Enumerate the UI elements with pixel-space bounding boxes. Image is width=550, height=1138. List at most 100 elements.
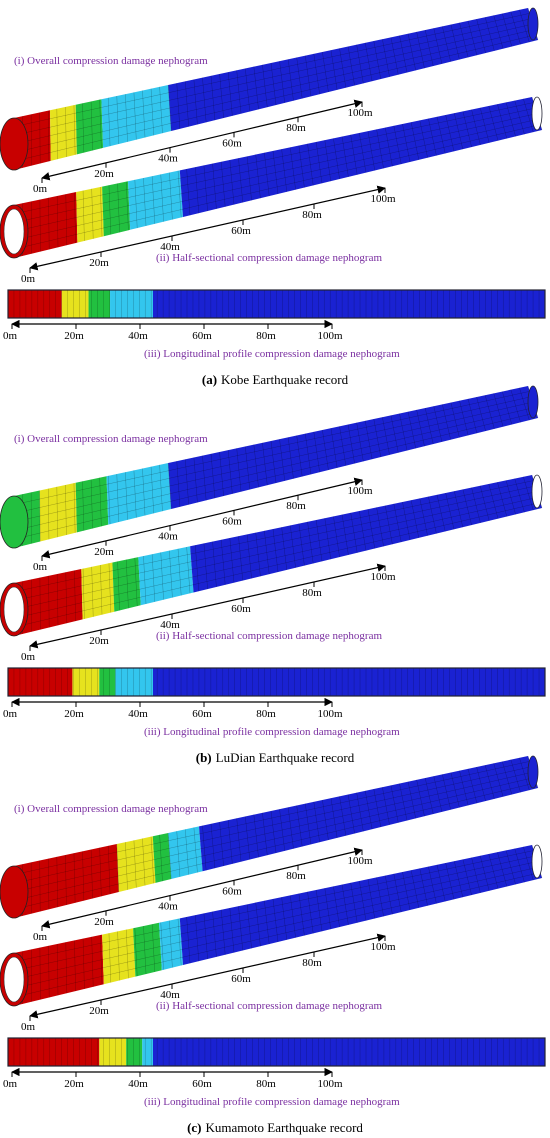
mesh-line	[376, 877, 384, 917]
mesh-line	[347, 794, 355, 834]
mesh-line	[510, 759, 521, 793]
mesh-line	[305, 433, 312, 475]
scale-label: 100m	[370, 941, 396, 953]
mesh-line	[462, 859, 472, 896]
profile-outline	[7, 667, 546, 697]
mesh-line	[410, 122, 420, 160]
mesh-line	[479, 485, 490, 521]
mesh-line	[467, 398, 478, 434]
tube-end	[527, 7, 539, 41]
mesh-line	[488, 483, 499, 519]
damage-zone	[126, 1038, 143, 1066]
scale-label: 40m	[158, 153, 178, 165]
caption-label: (b)	[196, 750, 212, 765]
mesh-line	[459, 400, 469, 436]
mesh-line	[373, 788, 382, 828]
mesh-line	[296, 805, 303, 847]
mesh-line	[428, 866, 437, 904]
tube-end	[0, 865, 29, 919]
scale-label: 20m	[89, 257, 109, 269]
scale-label: 80m	[256, 1078, 276, 1090]
mesh-line	[339, 796, 347, 836]
mesh-line	[519, 387, 530, 421]
scale-label: 60m	[231, 603, 251, 615]
mesh-line	[270, 62, 277, 106]
mesh-line	[270, 440, 277, 484]
scale-label: 0m	[3, 1078, 18, 1090]
mesh-line	[442, 26, 451, 62]
scale-label: 100m	[317, 708, 343, 720]
scale-label: 60m	[192, 330, 212, 342]
mesh-line	[450, 772, 460, 808]
scale-arrow	[41, 99, 363, 181]
scale-label: 20m	[64, 330, 84, 342]
mesh-line	[305, 55, 312, 97]
tube-end	[527, 755, 539, 789]
mesh-line	[450, 24, 460, 60]
mesh-line	[497, 104, 508, 139]
mesh-line	[367, 131, 376, 171]
mesh-line	[13, 13, 530, 127]
mesh-line	[433, 28, 443, 64]
mesh-line	[407, 411, 416, 449]
mesh-line	[356, 792, 364, 832]
scale-label: 20m	[64, 708, 84, 720]
mesh-line	[382, 417, 390, 455]
mesh-line	[510, 11, 521, 45]
mesh-line	[322, 799, 329, 841]
mesh-line	[445, 114, 455, 152]
mesh-line	[407, 33, 416, 71]
mesh-line	[13, 761, 530, 875]
scale-label: 0m	[21, 273, 36, 285]
mesh-line	[287, 437, 294, 479]
scale-label: 0m	[3, 708, 18, 720]
tube-end	[531, 474, 543, 509]
mesh-line	[454, 113, 464, 150]
scale-label: 20m	[94, 546, 114, 558]
mesh-line	[436, 494, 446, 532]
mesh-line	[410, 870, 420, 908]
mesh-line	[296, 435, 303, 477]
mesh-line	[313, 53, 320, 95]
scale-label: 80m	[286, 122, 306, 134]
mesh-line	[493, 393, 504, 427]
mesh-line	[514, 848, 525, 883]
mesh-line	[424, 407, 434, 445]
mesh-line	[279, 61, 285, 103]
mesh-line	[462, 111, 472, 148]
mesh-line	[467, 20, 478, 56]
mesh-line	[476, 396, 486, 432]
mesh-line	[436, 116, 446, 154]
view-label: (ii) Half-sectional compression damage n…	[156, 630, 382, 642]
mesh-line	[384, 127, 393, 167]
scale-arrow	[29, 563, 386, 649]
damage-zone	[199, 756, 538, 872]
mesh-line	[424, 777, 434, 815]
mesh-line	[479, 107, 490, 143]
mesh-line	[493, 763, 504, 797]
scale-label: 20m	[89, 635, 109, 647]
mesh-line	[305, 803, 312, 845]
mesh-line	[502, 761, 513, 795]
scale-label: 100m	[370, 193, 396, 205]
scale-arrow	[41, 847, 363, 929]
mesh-line	[419, 498, 428, 536]
mesh-line	[376, 507, 384, 547]
mesh-line	[373, 40, 382, 80]
scale-label: 80m	[302, 209, 322, 221]
view-label: (i) Overall compression damage nephogram	[14, 55, 208, 67]
mesh-line	[393, 503, 402, 543]
damage-zone	[8, 668, 73, 696]
mesh-line	[393, 125, 402, 165]
damage-zone	[99, 668, 116, 696]
scale-label: 100m	[317, 1078, 343, 1090]
mesh-line	[39, 860, 41, 912]
scale-label: 60m	[231, 973, 251, 985]
scale-label: 100m	[317, 330, 343, 342]
mesh-line	[419, 868, 428, 906]
scale-label: 100m	[347, 855, 373, 867]
scale-label: 40m	[160, 241, 180, 253]
scale-label: 20m	[64, 1078, 84, 1090]
mesh-line	[476, 766, 486, 802]
